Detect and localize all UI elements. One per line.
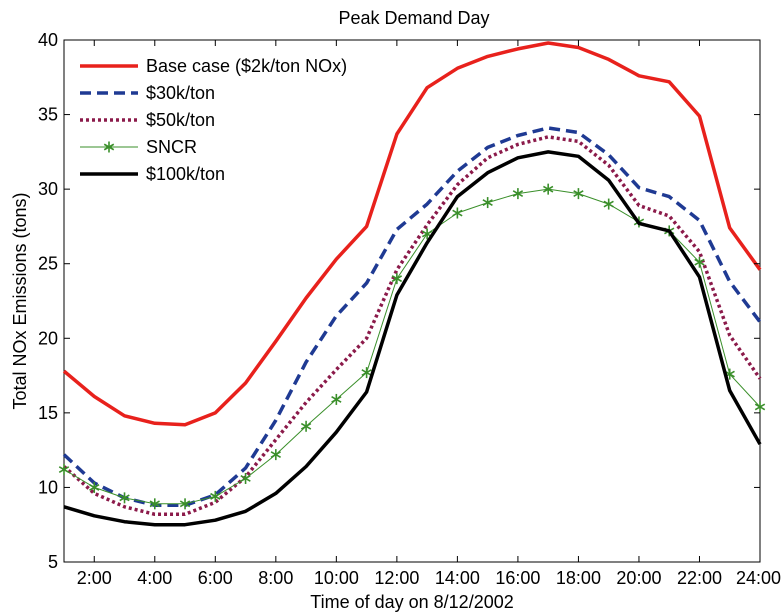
series-line-2 (62, 126, 762, 508)
x-tick-label: 18:00 (556, 568, 601, 588)
series-marker-4 (391, 273, 403, 285)
legend-label-5: $100k/ton (146, 164, 225, 184)
x-tick-label: 2:00 (77, 568, 112, 588)
y-tick-label: 25 (38, 254, 58, 274)
axis-ticks: 5 10 15 20 25 30 35 40 2:00 4:00 6:00 8:00 10:00 12:0… (38, 30, 781, 588)
series-marker-4 (300, 420, 312, 432)
y-axis-title: Total NOx Emissions (tons) (10, 192, 30, 409)
series-marker-4 (149, 498, 160, 510)
x-tick-label: 16:00 (495, 568, 540, 588)
series-line-3 (62, 135, 762, 517)
series-marker-4 (210, 490, 221, 502)
x-tick-label: 6:00 (198, 568, 233, 588)
series-marker-4 (179, 498, 191, 510)
y-tick-label: 35 (38, 105, 58, 125)
x-tick-label: 10:00 (314, 568, 359, 588)
x-tick-label: 4:00 (137, 568, 172, 588)
y-tick-label: 15 (38, 403, 58, 423)
series-marker-4 (331, 393, 342, 405)
series-marker-4 (89, 481, 100, 493)
legend-label-4: SNCR (146, 137, 197, 157)
series-marker-4 (603, 198, 614, 210)
y-tick-label: 10 (38, 477, 58, 497)
series-marker-4 (543, 183, 554, 195)
series-layer (58, 41, 766, 527)
series-line-1 (62, 41, 762, 427)
legend-label-3: $50k/ton (146, 110, 215, 130)
x-tick-label: 20:00 (616, 568, 661, 588)
x-tick-label: 22:00 (677, 568, 722, 588)
x-tick-label: 8:00 (258, 568, 293, 588)
legend: Base case ($2k/ton NOx) $30k/ton $50k/ton S… (80, 56, 347, 184)
series-marker-4 (754, 401, 766, 413)
y-tick-label: 30 (38, 179, 58, 199)
legend-marker-4 (103, 141, 115, 153)
y-tick-label: 5 (48, 552, 58, 572)
y-tick-label: 40 (38, 30, 58, 50)
series-marker-4 (452, 207, 463, 219)
series-marker-4 (240, 472, 251, 484)
legend-label-1: Base case ($2k/ton NOx) (146, 56, 347, 76)
chart-title: Peak Demand Day (338, 8, 489, 28)
series-marker-4 (58, 464, 70, 476)
series-marker-4 (119, 492, 130, 504)
series-marker-4 (694, 256, 705, 268)
series-marker-4 (573, 188, 584, 200)
y-tick-label: 20 (38, 328, 58, 348)
x-tick-label: 14:00 (435, 568, 480, 588)
series-marker-4 (482, 197, 493, 209)
x-axis-title: Time of day on 8/12/2002 (310, 592, 513, 612)
legend-label-2: $30k/ton (146, 83, 215, 103)
series-marker-4 (361, 367, 372, 379)
plot-frame (63, 39, 761, 563)
series-marker-4 (270, 449, 281, 461)
x-tick-label: 12:00 (374, 568, 419, 588)
x-tick-label: 24:00 (736, 568, 781, 588)
series-line-5 (63, 150, 762, 527)
series-marker-4 (512, 188, 524, 200)
